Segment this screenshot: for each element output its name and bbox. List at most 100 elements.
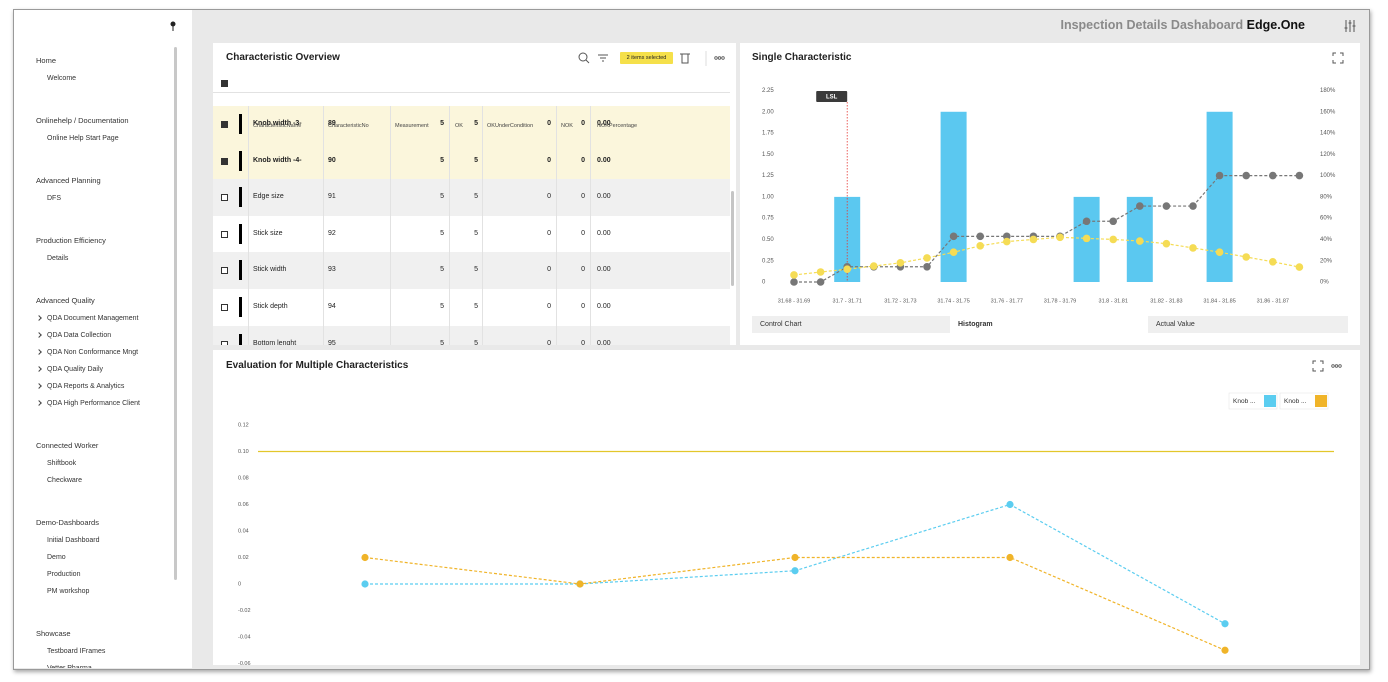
nav-group-title[interactable]: Production Efficiency xyxy=(36,236,106,245)
column-separator xyxy=(248,179,249,216)
table-row[interactable]: Stick width 93 5 5 0 0 0.00 xyxy=(213,252,730,290)
table-cell: 5 xyxy=(474,339,478,345)
tab[interactable]: Control Chart xyxy=(752,316,950,333)
table-cell: Knob width -3- xyxy=(253,120,302,127)
table-row[interactable]: Knob width -3- 89 5 5 0 0 0.00 xyxy=(213,106,730,144)
nav-group-title[interactable]: Showcase xyxy=(36,629,71,638)
nav-item[interactable]: Details xyxy=(14,250,174,267)
nav-group: Onlinehelp / Documentation Online Help St… xyxy=(14,111,174,147)
column-header[interactable]: NOKPercentage xyxy=(597,123,638,129)
series-line xyxy=(793,236,1300,276)
nav-list: Home Welcome Onlinehelp / Documentation Onl… xyxy=(14,51,174,668)
nav-item[interactable]: Demo xyxy=(14,549,174,566)
y-tick-label: 0 xyxy=(238,581,241,587)
nav-item[interactable]: Testboard IFrames xyxy=(14,643,174,660)
filter-icon[interactable] xyxy=(598,54,608,62)
column-separator xyxy=(248,142,249,180)
column-header[interactable]: CharacteristicNo xyxy=(328,123,369,129)
table-cell: 5 xyxy=(474,266,478,274)
column-separator xyxy=(482,325,483,345)
lsl-label-box xyxy=(816,91,848,102)
column-separator xyxy=(556,325,557,345)
column-header[interactable]: Measurement xyxy=(395,123,429,129)
delete-icon[interactable] xyxy=(680,53,690,64)
select-all-checkbox[interactable] xyxy=(221,80,228,87)
y-tick-label: 2.25 xyxy=(762,88,774,94)
selection-badge[interactable]: 2 items selected xyxy=(620,52,673,64)
y2-tick-label: 180% xyxy=(1320,88,1336,94)
row-checkbox[interactable] xyxy=(221,267,228,275)
nav-item[interactable]: Welcome xyxy=(14,70,174,87)
search-icon[interactable] xyxy=(578,52,590,64)
nav-item[interactable]: Online Help Start Page xyxy=(14,130,174,147)
scrollbar[interactable] xyxy=(731,191,734,286)
nav-group-title[interactable]: Demo-Dashboards xyxy=(36,518,99,527)
more-icon[interactable] xyxy=(1331,364,1342,368)
series-point xyxy=(1189,244,1197,252)
expand-icon[interactable] xyxy=(1312,360,1324,372)
table-cell: 0.00 xyxy=(597,303,611,310)
row-checkbox[interactable] xyxy=(221,121,228,128)
series-point xyxy=(843,265,851,274)
y-tick-label: 0.75 xyxy=(762,216,774,222)
nav-item[interactable]: QDA Non Conformance Mngt xyxy=(14,344,174,361)
table-row[interactable]: Stick depth 94 5 5 0 0 0.00 xyxy=(213,289,730,327)
column-header[interactable]: OK xyxy=(455,123,463,129)
nav-group: Connected Worker Shiftbook Checkware xyxy=(14,436,174,489)
expand-icon[interactable] xyxy=(1332,52,1344,64)
chevron-icon xyxy=(36,349,42,355)
line-chart: 0.12 0.10 0.08 0.06 0.04 0.02 0 -0.02 -0.04 -0.06… xyxy=(238,392,1334,665)
row-checkbox[interactable] xyxy=(221,194,228,202)
column-separator xyxy=(323,106,324,143)
table-cell: 0 xyxy=(547,193,551,201)
y-tick-label: 0 xyxy=(762,280,766,286)
row-checkbox[interactable] xyxy=(221,340,228,345)
nav-group-title[interactable]: Connected Worker xyxy=(36,441,99,450)
more-icon[interactable] xyxy=(714,56,725,60)
nav-item-label: Shiftbook xyxy=(47,460,77,467)
legend-label: Knob ... xyxy=(1284,398,1307,405)
nav-group-title[interactable]: Onlinehelp / Documentation xyxy=(36,116,129,125)
scrollbar[interactable] xyxy=(174,47,177,580)
nav-group-title[interactable]: Home xyxy=(36,56,57,65)
nav-item[interactable]: PM workshop xyxy=(14,583,174,600)
nav-item[interactable]: Shiftbook xyxy=(14,455,174,472)
legend-item[interactable]: Knob ... xyxy=(1279,392,1329,410)
nav-item[interactable]: QDA Data Collection xyxy=(14,327,174,344)
table-cell: 91 xyxy=(328,193,336,201)
nav-item[interactable]: Production xyxy=(14,566,174,583)
nav-item[interactable]: QDA Reports & Analytics xyxy=(14,378,174,395)
table-row[interactable]: Bottom lenght 95 5 5 0 0 0.00 xyxy=(213,325,730,345)
nav-item[interactable]: QDA Document Management xyxy=(14,310,174,327)
row-checkbox[interactable] xyxy=(221,304,228,311)
settings-icon[interactable] xyxy=(1343,19,1357,33)
table-row[interactable]: Knob width -4- 90 5 5 0 0 0.00 xyxy=(213,142,730,181)
nav-item[interactable]: Checkware xyxy=(14,472,174,489)
row-checkbox[interactable] xyxy=(221,230,228,238)
bar xyxy=(940,111,967,283)
table-cell: 0 xyxy=(547,303,551,310)
toolbar xyxy=(578,51,725,66)
nav-group-title[interactable]: Advanced Quality xyxy=(36,296,95,305)
nav-item[interactable]: DFS xyxy=(14,190,174,207)
series-point xyxy=(790,271,798,279)
nav-item[interactable]: Initial Dashboard xyxy=(14,532,174,549)
nav-item[interactable]: QDA High Performance Client xyxy=(14,395,174,412)
table-row[interactable]: Edge size 91 5 5 0 0 0.00 xyxy=(213,179,730,217)
series-line xyxy=(794,175,1300,283)
bar xyxy=(1206,111,1233,283)
column-header[interactable]: OKUnderCondition xyxy=(487,123,534,129)
nav-group-title[interactable]: Advanced Planning xyxy=(36,176,101,185)
tab[interactable]: Actual Value xyxy=(1148,316,1348,333)
pin-icon[interactable] xyxy=(168,20,178,32)
nav-item-label: Demo xyxy=(47,554,66,561)
row-checkbox[interactable] xyxy=(221,157,228,165)
nav-item[interactable]: Vetter Pharma xyxy=(14,660,174,668)
column-header[interactable]: NOK xyxy=(561,123,573,129)
table-cell: 5 xyxy=(440,339,444,345)
tab[interactable]: Histogram xyxy=(950,316,1148,333)
table-row[interactable]: Stick size 92 5 5 0 0 0.00 xyxy=(213,215,730,254)
legend-item[interactable]: Knob ... xyxy=(1228,392,1278,410)
nav-item[interactable]: QDA Quality Daily xyxy=(14,361,174,378)
column-header[interactable]: CharacteristicName xyxy=(253,123,302,129)
